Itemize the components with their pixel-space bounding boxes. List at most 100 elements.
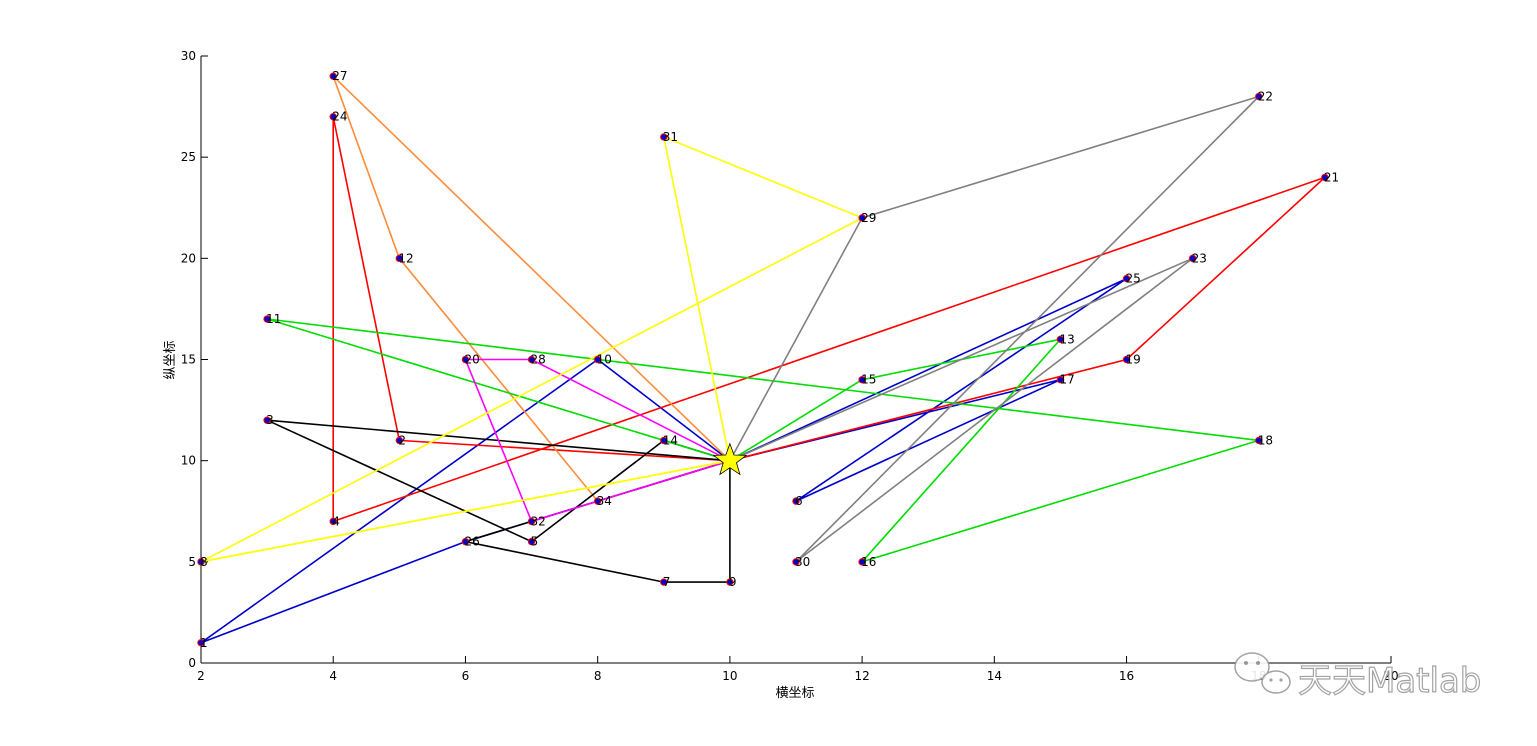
customer-point <box>263 416 271 424</box>
x-tick-label: 8 <box>594 669 602 683</box>
y-tick-label: 10 <box>181 454 196 468</box>
customer-point <box>792 558 800 566</box>
x-axis-label: 横坐标 <box>775 686 814 701</box>
customer-point <box>395 436 404 445</box>
customer-label: 1 <box>200 636 208 650</box>
customer-label: 28 <box>531 353 546 367</box>
customer-label: 15 <box>861 373 876 387</box>
customer-point <box>329 72 337 80</box>
customer-point <box>792 497 800 505</box>
customer-point <box>1255 92 1263 101</box>
customer-label: 32 <box>531 514 546 528</box>
customer-label: 14 <box>663 433 678 447</box>
customer-label: 24 <box>332 110 347 124</box>
customer-point <box>726 578 734 586</box>
x-tick-label: 2 <box>197 669 205 683</box>
customer-point <box>858 376 866 384</box>
customer-label: 30 <box>795 555 810 569</box>
customer-label: 20 <box>464 353 479 367</box>
customer-label: 31 <box>663 130 678 144</box>
x-tick-label: 14 <box>987 669 1002 683</box>
customer-point <box>1188 254 1197 263</box>
customer-point <box>1122 355 1131 364</box>
customer-point <box>1321 173 1329 182</box>
customer-point <box>1255 436 1263 445</box>
customer-nodes: 1234567891011121314151617181920212223242… <box>197 69 1339 650</box>
y-tick-label: 25 <box>181 150 196 164</box>
depot-star <box>712 442 748 476</box>
route-line-2 <box>729 277 1128 502</box>
customer-label: 7 <box>663 575 671 589</box>
customer-point <box>329 517 337 526</box>
y-axis-ticks: 0 5 10 15 20 25 30 <box>181 49 208 670</box>
route-line-1 <box>200 358 731 644</box>
customer-label: 5 <box>531 535 539 549</box>
y-tick-label: 0 <box>188 656 196 670</box>
customer-label: 2 <box>398 433 406 447</box>
customer-label: 12 <box>398 251 413 265</box>
x-axis-ticks: 2468101214161820 <box>197 656 1399 683</box>
customer-label: 19 <box>1126 353 1141 367</box>
customer-point <box>461 537 470 546</box>
customer-point <box>461 355 470 364</box>
watermark: 天天Matlab <box>1234 652 1482 702</box>
x-tick-label: 6 <box>462 669 470 683</box>
customer-label: 17 <box>1059 373 1074 387</box>
customer-label: 9 <box>729 575 737 589</box>
customer-label: 8 <box>200 555 208 569</box>
customer-point <box>660 436 668 445</box>
customer-label: 18 <box>1258 433 1273 447</box>
customer-point <box>527 517 536 526</box>
route-line-6 <box>465 459 731 583</box>
axes-frame <box>200 56 1391 664</box>
customer-label: 29 <box>861 211 876 225</box>
customer-point <box>1122 274 1131 283</box>
customer-point <box>1056 376 1065 384</box>
customer-label: 11 <box>266 312 281 326</box>
customer-point <box>858 214 866 222</box>
customer-point <box>263 315 271 323</box>
customer-point <box>660 578 668 586</box>
customer-label: 3 <box>266 413 274 427</box>
route-line-7 <box>266 318 1260 564</box>
customer-point <box>527 355 536 364</box>
x-tick-label: 20 <box>1383 669 1398 683</box>
depot-marker <box>712 442 748 476</box>
customer-point <box>858 558 866 566</box>
customer-label: 26 <box>464 535 479 549</box>
customer-point <box>395 254 404 263</box>
customer-label: 34 <box>597 494 612 508</box>
customer-label: 13 <box>1059 332 1074 346</box>
x-tick-label: 16 <box>1119 669 1134 683</box>
y-tick-label: 20 <box>181 251 196 265</box>
customer-point <box>527 537 536 546</box>
customer-label: 10 <box>597 353 612 367</box>
customer-point <box>593 497 602 505</box>
route-lines <box>200 75 1326 644</box>
x-tick-label: 12 <box>854 669 869 683</box>
customer-label: 6 <box>795 494 803 508</box>
customer-point <box>329 113 337 121</box>
customer-label: 16 <box>861 555 876 569</box>
customer-point <box>197 558 205 566</box>
x-tick-label: 10 <box>722 669 737 683</box>
route-line-11 <box>729 95 1260 563</box>
customer-point <box>197 639 205 647</box>
y-tick-label: 30 <box>181 49 196 63</box>
customer-label: 4 <box>332 514 340 528</box>
customer-label: 23 <box>1192 251 1207 265</box>
customer-label: 27 <box>332 69 347 83</box>
y-axis-label: 纵坐标 <box>163 340 178 379</box>
customer-point <box>1056 335 1065 343</box>
wechat-icon <box>1234 652 1291 694</box>
x-tick-label: 4 <box>329 669 337 683</box>
customer-point <box>593 355 602 364</box>
customer-label: 25 <box>1126 272 1141 286</box>
customer-label: 22 <box>1258 89 1273 103</box>
y-tick-label: 5 <box>188 555 196 569</box>
customer-label: 21 <box>1324 170 1339 184</box>
watermark-text: 天天Matlab <box>1298 661 1481 701</box>
customer-point <box>660 133 668 141</box>
y-tick-label: 15 <box>181 353 196 367</box>
